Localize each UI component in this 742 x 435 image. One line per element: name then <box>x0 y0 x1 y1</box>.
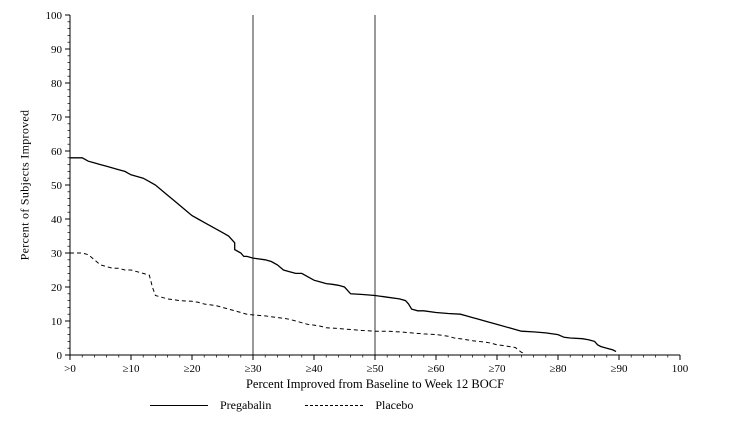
x-tick-label: ≥30 <box>244 363 262 375</box>
y-axis-title: Percent of Subjects Improved <box>17 109 32 261</box>
y-tick-label: 70 <box>51 112 63 124</box>
pregabalin-series-line <box>70 157 617 353</box>
placebo-series-line <box>70 252 525 354</box>
y-tick-label: 80 <box>51 78 63 90</box>
x-tick-label: ≥10 <box>122 363 140 375</box>
y-tick-label: 20 <box>51 282 63 294</box>
y-tick-label: 40 <box>51 214 63 226</box>
x-tick-label: ≥80 <box>549 363 567 375</box>
y-tick-label: 50 <box>51 180 63 192</box>
legend-label-pregabalin: Pregabalin <box>220 398 272 412</box>
x-tick-label: 100 <box>672 363 689 375</box>
x-tick-label: ≥90 <box>610 363 628 375</box>
y-tick-label: 100 <box>46 10 63 22</box>
y-tick-label: 30 <box>51 248 63 260</box>
pregabalin-line-sample-icon <box>150 405 208 406</box>
legend: Pregabalin Placebo <box>150 398 413 413</box>
legend-label-placebo: Placebo <box>375 398 414 412</box>
y-tick-label: 0 <box>57 350 63 362</box>
y-tick-label: 90 <box>51 44 63 56</box>
x-tick-label: ≥20 <box>183 363 201 375</box>
x-tick-label: ≥50 <box>366 363 384 375</box>
x-tick-label: ≥60 <box>427 363 445 375</box>
placebo-line-sample-icon <box>305 405 364 406</box>
x-tick-label: >0 <box>64 363 76 375</box>
x-tick-label: ≥40 <box>305 363 323 375</box>
x-tick-label: ≥70 <box>488 363 506 375</box>
x-axis-title: Percent Improved from Baseline to Week 1… <box>245 377 505 391</box>
y-tick-label: 10 <box>51 316 63 328</box>
y-tick-label: 60 <box>51 146 63 158</box>
